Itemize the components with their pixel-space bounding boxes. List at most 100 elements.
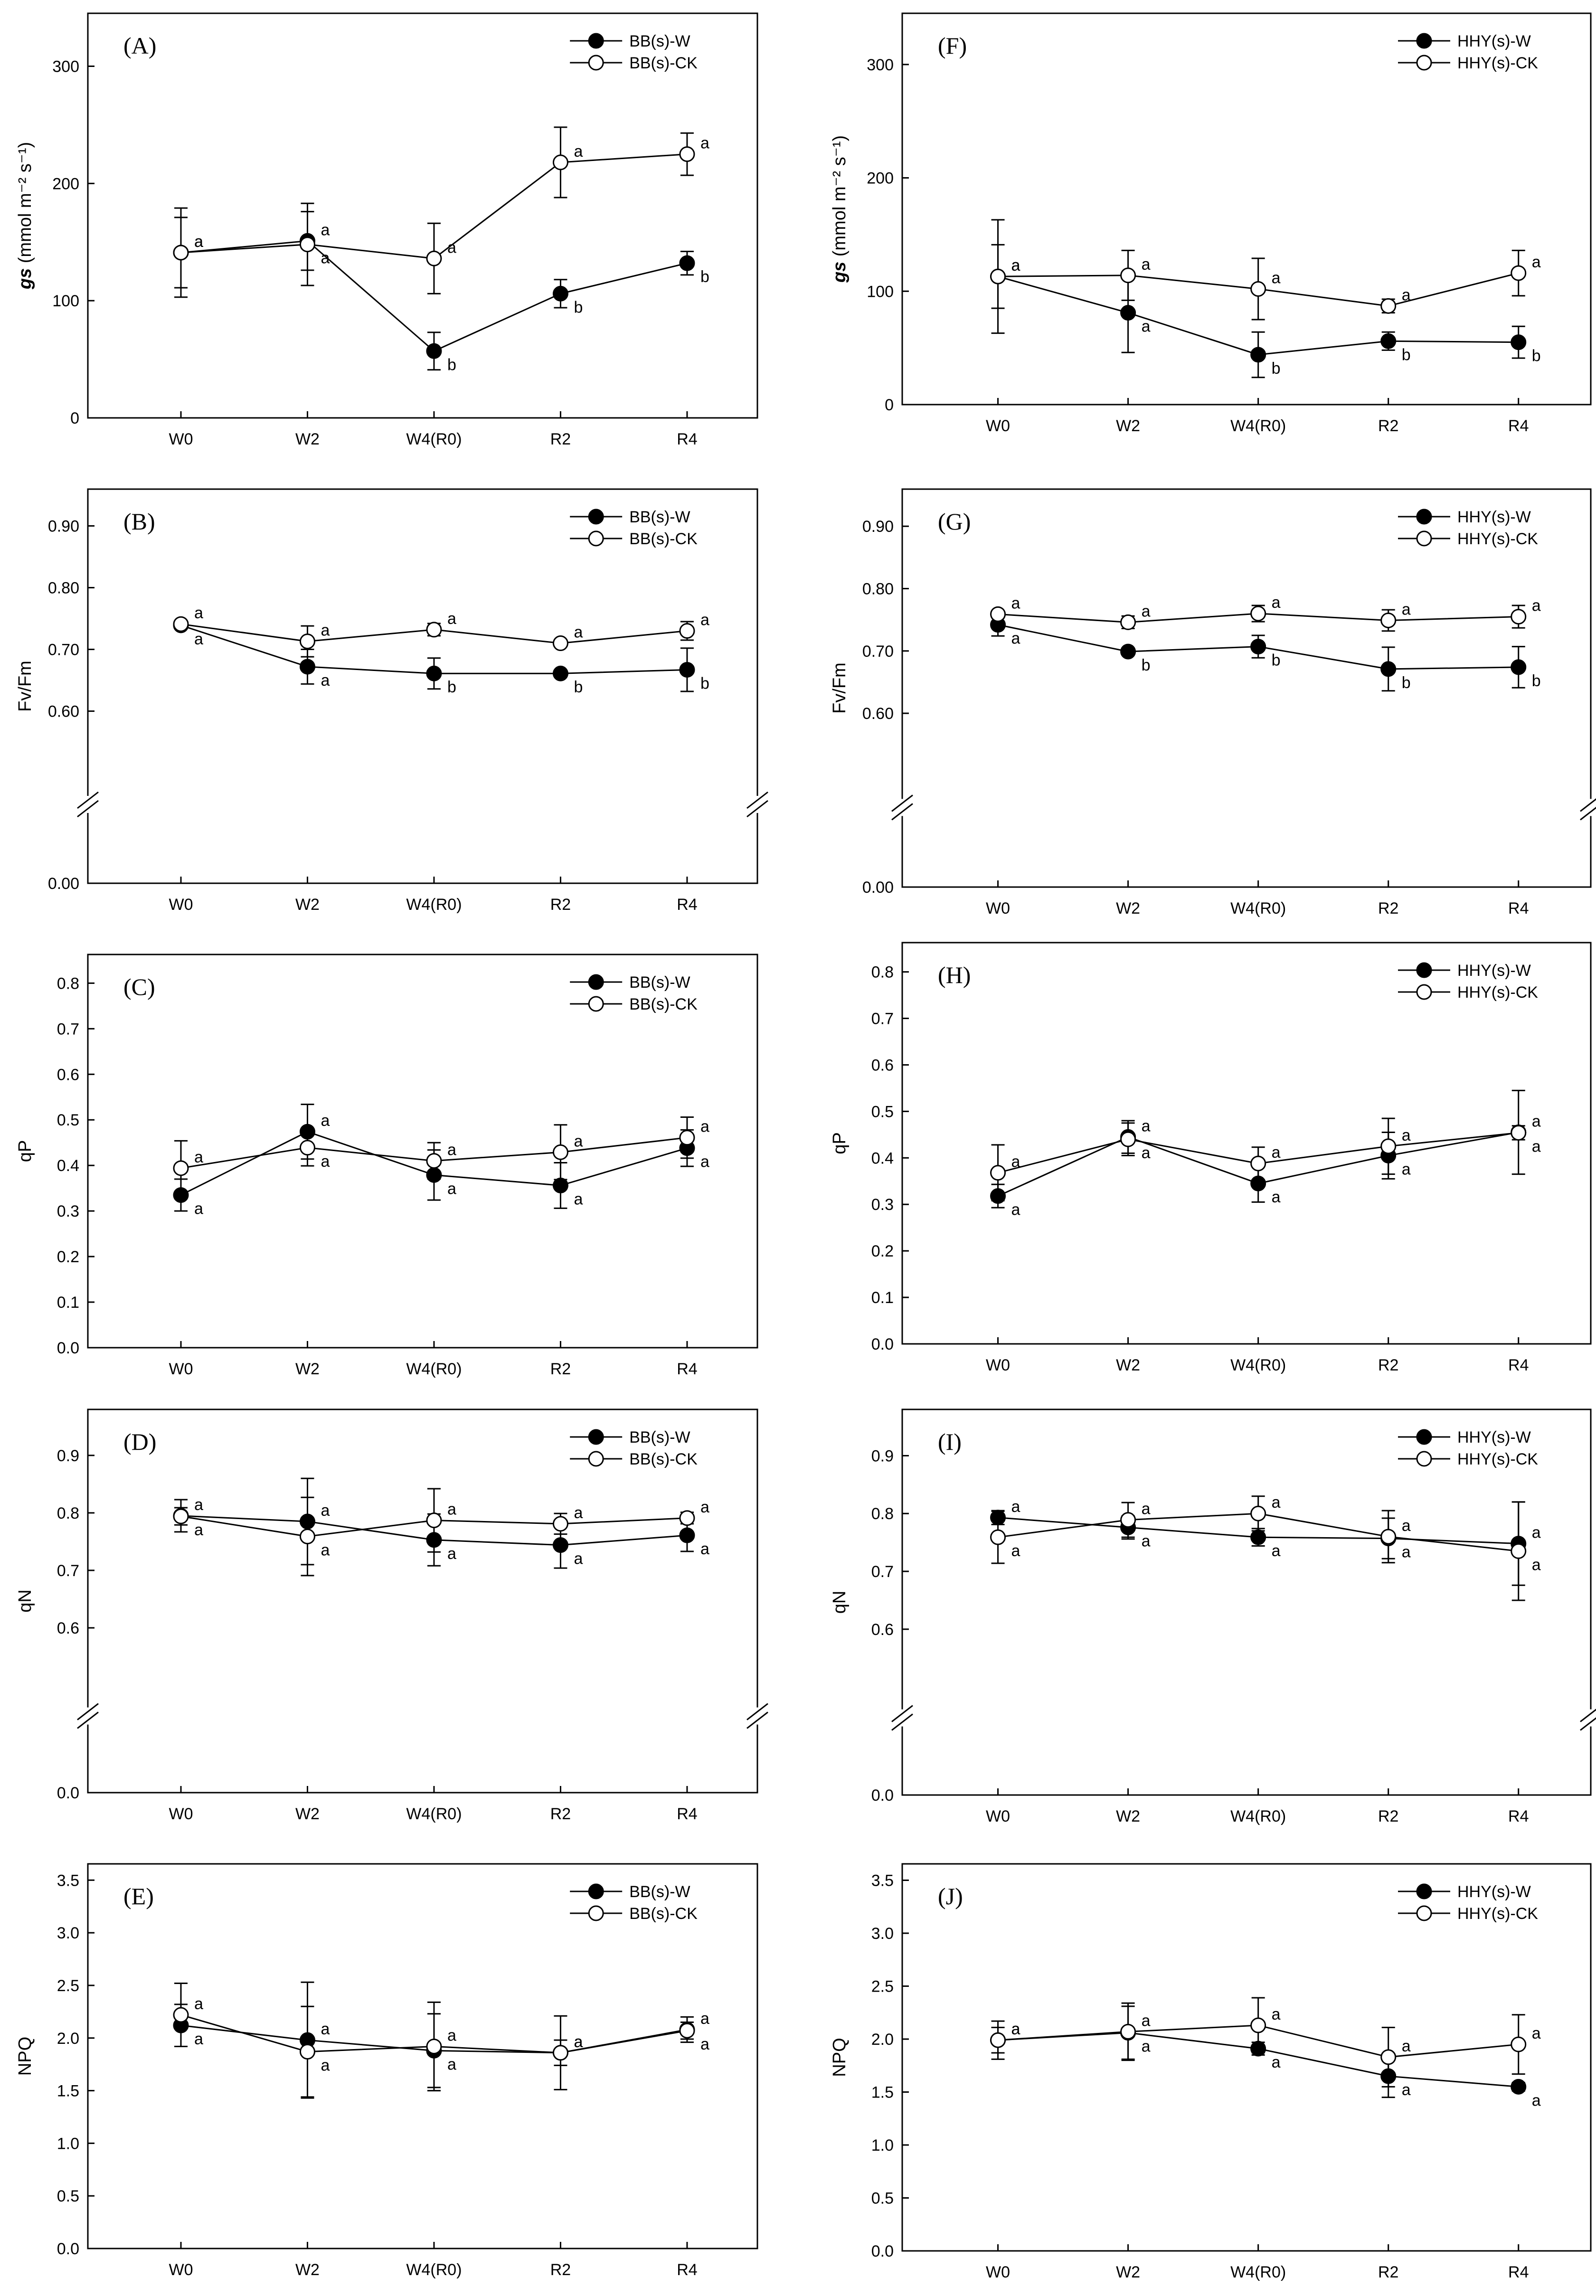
axis-break-gap xyxy=(85,1707,91,1725)
significance-label: a xyxy=(1402,1126,1411,1144)
y-tick-label: 0.6 xyxy=(57,1619,79,1637)
y-axis-title: qN xyxy=(830,1591,850,1614)
plot-frame xyxy=(901,942,1592,1345)
axis-break-mark xyxy=(77,791,99,809)
y-tick-label: 0.1 xyxy=(871,1289,894,1307)
y-tick-label: 0.90 xyxy=(862,518,894,536)
y-tick-label: 0.5 xyxy=(57,2187,79,2205)
significance-label: b xyxy=(700,674,709,692)
axis-break-mark xyxy=(891,1713,913,1731)
panel-j: 0.0 0.5 1.0 1.5 2.0 2.5 3.0 3.5 W0 W2 W4(R0) R2 R4 NP… xyxy=(830,1863,1592,2281)
data-point xyxy=(1120,1512,1136,1528)
significance-label: a xyxy=(321,622,330,640)
legend-label: HHY(s)-CK xyxy=(1457,1450,1538,1468)
panel-g: 0.00 0.60 0.70 0.80 0.90 W0 W2 W4(R0) R2 R4 Fv/Fm (… xyxy=(830,488,1596,917)
legend-label: BB(s)-W xyxy=(629,1428,690,1446)
y-tick-label: 0.9 xyxy=(57,1447,79,1465)
x-tick-label: R2 xyxy=(550,1805,571,1823)
data-point xyxy=(1120,267,1136,283)
y-tick-label: 0 xyxy=(885,396,894,414)
x-tick-label: W2 xyxy=(1116,417,1140,435)
data-point xyxy=(1511,1124,1527,1141)
axis-break-mark xyxy=(891,1705,913,1722)
legend-marker xyxy=(588,1905,604,1921)
axis-break-mark xyxy=(891,794,913,812)
significance-label: a xyxy=(1142,1532,1151,1550)
significance-label: a xyxy=(1272,2005,1281,2023)
x-tick-label: R2 xyxy=(1378,2263,1398,2281)
x-tick-label: W0 xyxy=(986,2263,1010,2281)
data-point xyxy=(1250,347,1266,363)
significance-label: a xyxy=(1402,2037,1411,2055)
significance-label: a xyxy=(1532,253,1541,271)
significance-label: b xyxy=(1272,652,1281,670)
significance-label: a xyxy=(1142,318,1151,336)
data-point xyxy=(1511,1543,1527,1559)
x-tick-label: R2 xyxy=(550,430,571,448)
significance-label: a xyxy=(321,1153,330,1171)
x-tick-label: W0 xyxy=(169,896,193,914)
panel-label: (E) xyxy=(123,1883,154,1909)
x-tick-label: R4 xyxy=(1508,899,1529,917)
y-tick-label: 0.2 xyxy=(57,1248,79,1266)
panel-label: (D) xyxy=(123,1428,156,1455)
legend-marker xyxy=(1416,55,1432,71)
x-tick-label: R2 xyxy=(1378,1356,1398,1374)
x-tick-label: R4 xyxy=(677,1805,697,1823)
y-tick-label: 300 xyxy=(52,58,79,76)
axis-break-gap xyxy=(899,1709,905,1727)
significance-label: a xyxy=(447,1141,456,1159)
legend-marker xyxy=(588,996,604,1012)
significance-label: b xyxy=(1402,674,1411,692)
data-point xyxy=(552,1537,568,1553)
legend-label: BB(s)-CK xyxy=(629,530,698,548)
x-tick-label: W0 xyxy=(986,899,1010,917)
significance-label: a xyxy=(1142,1117,1151,1135)
significance-label: b xyxy=(447,356,456,374)
data-point xyxy=(990,606,1006,622)
data-point xyxy=(1120,614,1136,630)
x-tick-label: W2 xyxy=(1116,1807,1140,1825)
significance-label: a xyxy=(574,624,583,642)
y-tick-label: 0.80 xyxy=(48,579,79,597)
data-point xyxy=(173,245,189,261)
significance-label: a xyxy=(1142,2012,1151,2030)
data-point xyxy=(552,285,568,302)
data-point xyxy=(426,2038,442,2054)
panel-f: 0 100 200 300 W0 W2 W4(R0) R2 R4 gs (mmol m⁻² s⁻¹… xyxy=(830,12,1592,435)
y-tick-label: 1.0 xyxy=(57,2135,79,2153)
legend-marker xyxy=(588,55,604,71)
legend-marker xyxy=(1416,530,1432,547)
data-point xyxy=(552,154,568,170)
significance-label: a xyxy=(194,604,203,622)
legend-label: HHY(s)-W xyxy=(1457,962,1531,980)
legend-label: HHY(s)-CK xyxy=(1457,530,1538,548)
significance-label: a xyxy=(574,2033,583,2051)
x-tick-label: R4 xyxy=(677,430,697,448)
significance-label: b xyxy=(700,268,709,286)
significance-label: a xyxy=(1142,1144,1151,1162)
significance-label: a xyxy=(194,233,203,251)
panel-a: 0 100 200 300 W0 W2 W4(R0) R2 R4 gs (mmol m⁻² s⁻¹… xyxy=(15,12,758,448)
series-w: a b b b b xyxy=(990,613,1541,692)
data-point xyxy=(1120,2023,1136,2040)
data-point xyxy=(299,2044,315,2060)
x-tick-label: W4(R0) xyxy=(1230,899,1286,917)
data-point xyxy=(552,1516,568,1532)
significance-label: a xyxy=(1011,2020,1020,2038)
axis-break-mark xyxy=(1580,798,1596,812)
x-tick-label: W2 xyxy=(1116,1356,1140,1374)
data-point xyxy=(173,1160,189,1176)
significance-label: a xyxy=(574,1132,583,1150)
x-tick-label: W4(R0) xyxy=(1230,1356,1286,1374)
data-point xyxy=(1511,609,1527,625)
data-point xyxy=(679,1527,695,1543)
data-point xyxy=(299,1140,315,1156)
significance-label: a xyxy=(1142,2038,1151,2056)
significance-label: a xyxy=(1142,1500,1151,1518)
